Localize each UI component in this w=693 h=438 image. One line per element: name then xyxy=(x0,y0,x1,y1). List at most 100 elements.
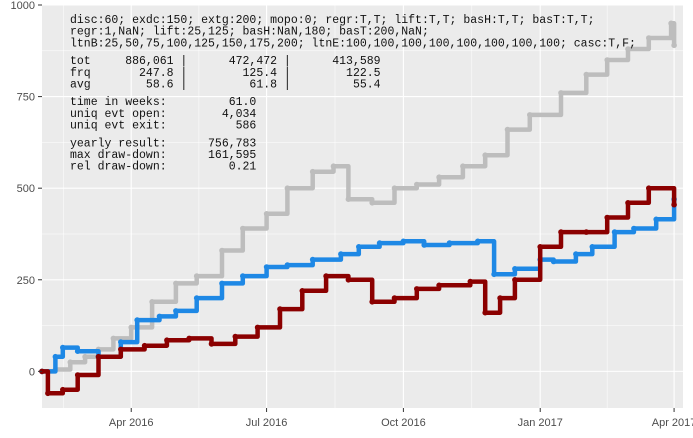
series-point-1 xyxy=(391,185,398,191)
series-point-1 xyxy=(149,299,155,305)
series-point-2 xyxy=(512,266,518,272)
series-point-2 xyxy=(421,242,428,248)
series-point-1 xyxy=(414,181,420,188)
series-point-1 xyxy=(173,280,179,287)
series-point-2 xyxy=(653,216,659,223)
series-point-3 xyxy=(141,342,148,349)
x-tick-label: Jan 2017 xyxy=(518,417,563,429)
series-point-2 xyxy=(219,280,225,287)
series-point-2 xyxy=(338,251,344,257)
series-point-3 xyxy=(391,295,398,301)
annotation-line: time in weeks: 61.0 xyxy=(70,96,256,109)
series-point-2 xyxy=(491,271,497,278)
series-point-3 xyxy=(345,277,352,283)
series-point-1 xyxy=(460,163,466,169)
annotation-line: max draw-down: 161,595 xyxy=(70,149,256,162)
x-tick-label: Apr 2016 xyxy=(109,417,154,429)
annotation-line: uniq evt exit: 586 xyxy=(70,120,256,133)
y-tick-label: 750 xyxy=(17,92,35,104)
series-point-3 xyxy=(299,288,306,294)
series-point-2 xyxy=(631,225,637,232)
series-point-1 xyxy=(625,46,631,52)
annotation-line: frq 247.8 | 125.4 | 122.5 xyxy=(70,67,381,80)
x-tick-label: Jul 2016 xyxy=(246,417,288,429)
series-point-1 xyxy=(527,112,533,118)
series-point-2 xyxy=(173,308,179,314)
series-point-3 xyxy=(277,306,283,312)
series-point-1 xyxy=(345,196,352,202)
series-point-1 xyxy=(482,152,489,158)
series-point-1 xyxy=(67,359,74,366)
x-tick-label: Oct 2016 xyxy=(381,417,426,429)
series-point-1 xyxy=(284,185,291,191)
series-point-2 xyxy=(309,256,316,263)
series-point-3 xyxy=(671,201,677,208)
series-point-3 xyxy=(208,341,215,347)
series-point-1 xyxy=(309,168,316,175)
series-point-2 xyxy=(193,295,200,301)
x-tick-label: Apr 2017 xyxy=(652,417,693,429)
series-point-2 xyxy=(475,238,481,245)
series-point-2 xyxy=(52,353,59,360)
annotation-line: rel draw-down: 0.21 xyxy=(70,161,256,174)
series-point-1 xyxy=(193,273,200,279)
series-point-3 xyxy=(537,244,543,250)
annotation-line: regr:1,NaN; lift:25,125; basH:NaN,180; b… xyxy=(70,26,429,39)
series-point-1 xyxy=(646,35,652,41)
series-point-2 xyxy=(134,317,140,323)
series-point-1 xyxy=(219,247,225,254)
series-point-2 xyxy=(74,348,81,355)
series-point-3 xyxy=(482,309,489,316)
series-point-2 xyxy=(550,258,557,265)
axes: 0 250 500 750 1000 Apr 2016 Jul 2016 Oct 2016 Ja… xyxy=(11,0,693,429)
annotation-line: tot 886,061 | 472,472 | 413,589 xyxy=(70,55,381,68)
series-point-3 xyxy=(45,390,51,397)
series-point-2 xyxy=(156,313,163,320)
annotation-line: disc:60; exdc:150; extg:200; mopo:0; reg… xyxy=(70,14,595,27)
y-tick-label: 1000 xyxy=(11,0,35,12)
series-point-3 xyxy=(467,278,474,285)
series-point-2 xyxy=(284,262,291,268)
series-point-3 xyxy=(369,299,376,305)
series-point-1 xyxy=(583,71,590,78)
series-point-3 xyxy=(74,372,81,378)
series-point-3 xyxy=(323,273,329,279)
series-point-1 xyxy=(82,353,88,360)
series-point-1 xyxy=(330,163,337,169)
series-point-3 xyxy=(95,353,102,360)
series-point-1 xyxy=(110,335,117,342)
series-point-2 xyxy=(611,229,618,235)
stats-annotation: disc:60; exdc:150; extg:200; mopo:0; reg… xyxy=(70,14,636,174)
annotation-line: avg 58.6 | 61.8 | 55.4 xyxy=(70,79,381,92)
series-line-1 xyxy=(39,21,677,374)
annotation-line: ltnB:25,50,75,100,125,150,175,200; ltnE:… xyxy=(70,37,636,50)
series-point-2 xyxy=(118,339,124,345)
series-point-3 xyxy=(512,277,518,283)
series-layer xyxy=(39,20,677,397)
series-point-2 xyxy=(589,244,596,250)
series-point-2 xyxy=(446,240,453,246)
series-point-3 xyxy=(232,333,239,340)
series-point-2 xyxy=(573,251,579,257)
series-point-3 xyxy=(186,335,192,342)
y-tick-label: 0 xyxy=(29,366,35,378)
series-point-1 xyxy=(369,200,376,206)
y-tick-label: 500 xyxy=(17,183,35,195)
series-point-2 xyxy=(356,244,362,250)
series-point-1 xyxy=(128,324,134,331)
series-point-3 xyxy=(254,324,261,331)
series-point-1 xyxy=(240,225,246,232)
series-point-2 xyxy=(263,264,270,270)
series-point-2 xyxy=(240,273,246,279)
series-point-1 xyxy=(263,211,270,217)
series-point-3 xyxy=(558,229,564,235)
series-point-2 xyxy=(400,238,407,245)
annotation-line: uniq evt open: 4,034 xyxy=(70,108,256,121)
series-point-3 xyxy=(436,282,442,289)
series-point-3 xyxy=(60,386,66,393)
series-point-3 xyxy=(583,229,590,235)
series-point-3 xyxy=(164,337,170,344)
plot-panel xyxy=(42,5,683,408)
series-point-3 xyxy=(414,286,420,292)
